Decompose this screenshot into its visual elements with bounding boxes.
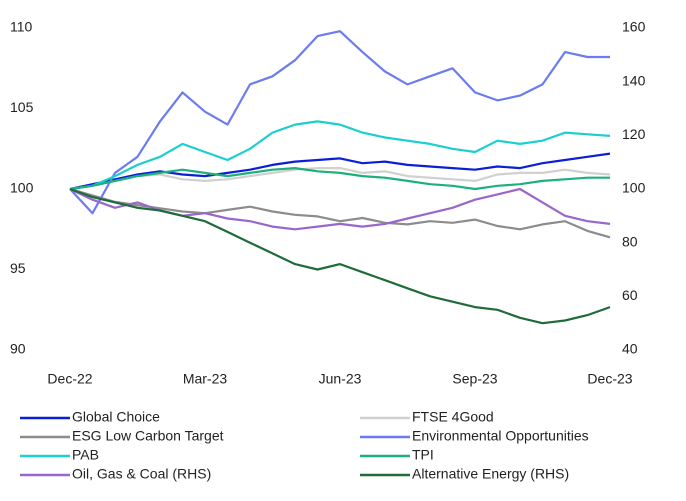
x-tick-label: Mar-23	[183, 371, 228, 387]
y2-tick-label: 60	[622, 287, 638, 303]
legend-label: Alternative Energy (RHS)	[412, 466, 569, 482]
y2-tick-label: 120	[622, 126, 646, 142]
x-tick-label: Jun-23	[319, 371, 362, 387]
legend-label: Oil, Gas & Coal (RHS)	[72, 466, 211, 482]
y2-tick-label: 40	[622, 341, 638, 357]
y2-tick-label: 100	[622, 180, 646, 196]
legend-label: TPI	[412, 447, 434, 463]
x-tick-label: Dec-23	[587, 371, 632, 387]
legend-label: Environmental Opportunities	[412, 428, 589, 444]
x-tick-label: Sep-23	[452, 371, 497, 387]
legend-label: Global Choice	[72, 409, 160, 425]
legend-label: ESG Low Carbon Target	[72, 428, 224, 444]
y2-tick-label: 80	[622, 233, 638, 249]
legend-label: FTSE 4Good	[412, 409, 494, 425]
y2-tick-label: 140	[622, 72, 646, 88]
series-line	[69, 187, 611, 239]
series-line	[69, 167, 610, 191]
y-tick-label: 90	[10, 341, 26, 357]
y-tick-label: 95	[10, 260, 26, 276]
y-tick-label: 110	[10, 19, 33, 35]
series-line	[69, 30, 610, 215]
series-line	[69, 187, 611, 325]
series-line	[69, 152, 611, 191]
y-tick-label: 100	[10, 180, 34, 196]
y-tick-label: 105	[10, 99, 34, 115]
y2-tick-label: 160	[622, 19, 646, 35]
series-line	[69, 167, 611, 191]
legend-label: PAB	[72, 447, 99, 463]
x-tick-label: Dec-22	[47, 371, 92, 387]
series-line	[69, 120, 611, 191]
